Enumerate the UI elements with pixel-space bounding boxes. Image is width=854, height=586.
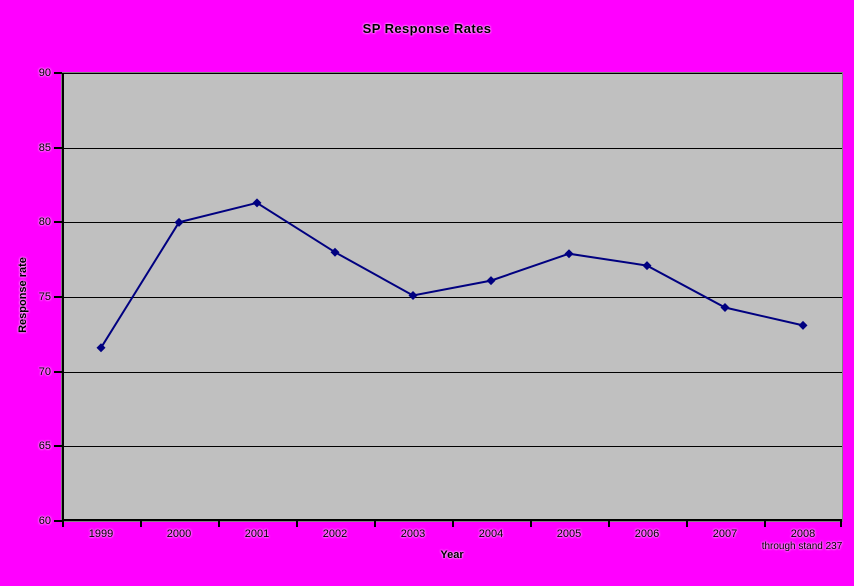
x-tick-label: 2006 xyxy=(634,528,660,540)
data-point-marker xyxy=(564,249,574,259)
y-tick-label: 90 xyxy=(38,67,51,79)
x-axis-title: Year xyxy=(440,549,464,561)
line-chart xyxy=(62,73,842,521)
y-tick-mark xyxy=(54,221,62,223)
x-tick-mark xyxy=(296,521,298,527)
x-tick-label: 2007 xyxy=(712,528,738,540)
data-point-marker xyxy=(174,217,184,227)
x-tick-mark xyxy=(374,521,376,527)
x-tick-label: 2000 xyxy=(166,528,192,540)
x-tick-mark xyxy=(608,521,610,527)
chart-title: SP Response Rates xyxy=(362,21,492,36)
x-tick-label: 2002 xyxy=(322,528,348,540)
y-tick-label: 60 xyxy=(38,515,51,527)
y-tick-label: 80 xyxy=(38,216,51,229)
data-point-marker xyxy=(486,276,496,286)
data-point-marker xyxy=(96,343,106,353)
y-tick-label: 70 xyxy=(38,365,51,378)
data-point-marker xyxy=(330,247,340,257)
x-tick-mark xyxy=(686,521,688,527)
x-tick-label: 2003 xyxy=(400,528,426,540)
y-tick-mark xyxy=(54,72,62,74)
y-tick-mark xyxy=(54,147,62,149)
data-point-marker xyxy=(642,261,652,271)
y-axis-line xyxy=(62,73,64,521)
x-tick-mark xyxy=(218,521,220,527)
y-tick-mark xyxy=(54,445,62,447)
y-tick-label: 65 xyxy=(38,440,51,453)
x-tick-label: 1999 xyxy=(88,528,114,540)
x-tick-mark xyxy=(840,521,842,527)
y-tick-mark xyxy=(54,520,62,522)
axis-note-2008: through stand 237 xyxy=(761,541,843,552)
x-tick-label: 2004 xyxy=(478,528,504,540)
line-series xyxy=(100,201,804,349)
data-point-marker xyxy=(798,320,808,330)
x-tick-mark xyxy=(62,521,64,527)
y-tick-label: 75 xyxy=(38,291,51,303)
x-tick-label: 2001 xyxy=(244,528,270,540)
x-axis-line xyxy=(62,519,842,521)
x-tick-label: 2008 xyxy=(790,528,816,540)
x-tick-mark xyxy=(764,521,766,527)
x-tick-mark xyxy=(530,521,532,527)
data-point-marker xyxy=(252,198,262,208)
y-tick-mark xyxy=(54,371,62,373)
data-point-marker xyxy=(408,291,418,301)
data-point-marker xyxy=(720,302,730,312)
y-tick-label: 85 xyxy=(38,141,51,154)
x-tick-label: 2005 xyxy=(556,528,582,540)
plot-area xyxy=(61,72,843,522)
y-tick-mark xyxy=(54,296,62,298)
x-tick-mark xyxy=(140,521,142,527)
x-tick-mark xyxy=(452,521,454,527)
